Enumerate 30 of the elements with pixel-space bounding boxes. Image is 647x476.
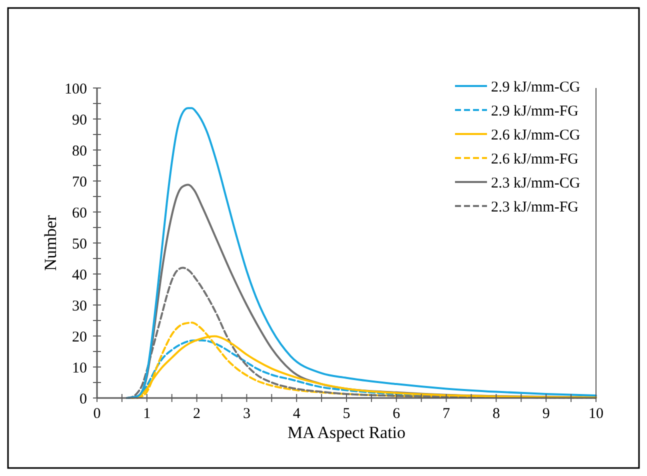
- y-tick-label: 0: [80, 391, 87, 408]
- x-tick-label: 1: [143, 406, 151, 422]
- legend-label: 2.9 kJ/mm-FG: [491, 103, 579, 120]
- x-tick-label: 6: [392, 406, 401, 422]
- y-tick-label: 30: [72, 298, 87, 314]
- y-tick-label: 10: [72, 360, 87, 376]
- x-axis-title: MA Aspect Ratio: [287, 423, 406, 442]
- y-tick-label: 80: [72, 143, 87, 160]
- x-tick-label: 10: [588, 406, 604, 422]
- y-tick-label: 90: [72, 112, 87, 128]
- y-tick-label: 60: [72, 205, 87, 222]
- legend-label: 2.3 kJ/mm-FG: [491, 199, 579, 216]
- x-tick-label: 9: [542, 406, 550, 422]
- legend-label: 2.3 kJ/mm-CG: [491, 175, 580, 192]
- x-tick-label: 2: [193, 406, 201, 422]
- legend-label: 2.9 kJ/mm-CG: [491, 79, 580, 96]
- x-tick-label: 4: [292, 406, 301, 422]
- legend-label: 2.6 kJ/mm-FG: [491, 151, 579, 168]
- y-tick-label: 40: [72, 267, 87, 284]
- y-tick-label: 70: [72, 174, 87, 190]
- y-axis-title: Number: [41, 214, 60, 271]
- legend-label: 2.6 kJ/mm-CG: [491, 127, 580, 144]
- x-tick-label: 0: [93, 406, 101, 422]
- y-tick-label: 20: [72, 329, 87, 346]
- x-tick-label: 3: [242, 406, 250, 422]
- x-tick-label: 5: [342, 406, 350, 422]
- x-tick-label: 8: [492, 406, 500, 422]
- y-tick-label: 50: [72, 236, 87, 252]
- x-tick-label: 7: [442, 406, 451, 422]
- y-tick-label: 100: [64, 81, 87, 98]
